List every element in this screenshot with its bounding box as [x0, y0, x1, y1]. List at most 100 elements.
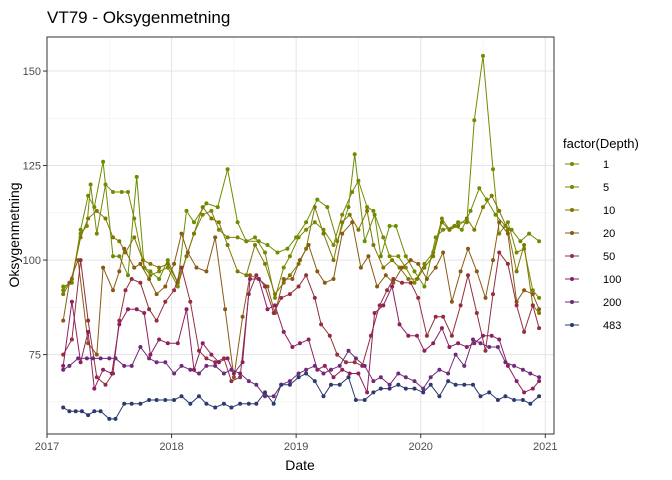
data-point: [416, 261, 421, 266]
data-point: [431, 254, 436, 259]
data-point: [331, 375, 336, 380]
data-point: [306, 243, 311, 247]
data-point: [132, 265, 137, 270]
data-point: [356, 371, 361, 376]
data-point: [179, 231, 184, 236]
data-point: [458, 269, 463, 274]
data-point: [415, 333, 419, 338]
data-point: [415, 277, 419, 281]
data-point: [304, 220, 309, 225]
data-point: [396, 254, 401, 259]
data-point: [329, 367, 333, 372]
data-point: [225, 235, 230, 240]
data-point: [505, 220, 510, 225]
data-point: [412, 269, 417, 274]
data-point: [441, 250, 446, 255]
data-point: [129, 363, 134, 368]
data-point: [424, 333, 429, 338]
data-point: [76, 356, 81, 361]
data-point: [296, 375, 301, 380]
data-point: [528, 371, 533, 376]
data-point: [530, 292, 535, 297]
data-point: [134, 307, 139, 312]
data-point: [148, 269, 153, 274]
data-point: [514, 269, 519, 274]
data-point: [530, 288, 535, 293]
data-point: [378, 386, 383, 391]
x-tick-label: 2017: [35, 441, 59, 453]
data-point: [329, 382, 333, 387]
data-point: [184, 307, 189, 312]
data-point: [246, 401, 251, 406]
data-point: [340, 220, 345, 225]
data-point: [154, 318, 159, 323]
data-point: [223, 307, 228, 312]
data-point: [129, 277, 134, 281]
data-point: [157, 269, 162, 274]
data-point: [113, 416, 118, 421]
data-point: [439, 220, 444, 225]
data-point: [86, 329, 91, 334]
legend: factor(Depth) 1 5 10 20 50 100 200 483: [563, 136, 639, 332]
data-point: [347, 371, 352, 376]
data-point: [157, 277, 162, 281]
data-point: [103, 216, 108, 221]
data-point: [449, 299, 454, 304]
data-point: [287, 273, 292, 278]
data-point: [497, 231, 502, 236]
chart-title: VT79 - Oksygenmetning: [47, 8, 230, 27]
data-point: [396, 382, 401, 387]
data-point: [412, 379, 417, 384]
data-point: [165, 261, 170, 266]
data-point: [98, 409, 103, 414]
data-point: [304, 371, 309, 376]
data-point: [61, 284, 66, 289]
axes: 2017 2018 2019 2020 2021 75 100 125 150: [23, 66, 558, 453]
legend-key-point: [570, 323, 574, 327]
data-point: [403, 265, 408, 270]
data-point: [231, 375, 236, 380]
data-point: [471, 337, 475, 342]
data-point: [321, 231, 326, 236]
data-point: [412, 386, 417, 391]
data-point: [86, 318, 91, 323]
data-point: [378, 375, 383, 380]
data-point: [505, 363, 510, 368]
data-point: [468, 208, 473, 213]
data-point: [296, 371, 301, 376]
data-point: [263, 261, 267, 266]
data-point: [225, 243, 230, 247]
data-point: [304, 227, 309, 232]
data-point: [439, 216, 444, 221]
data-point: [287, 379, 292, 384]
data-point: [362, 398, 367, 402]
data-point: [433, 314, 438, 319]
data-point: [371, 390, 376, 395]
data-point: [347, 212, 352, 217]
data-point: [408, 280, 413, 285]
data-point: [117, 269, 122, 274]
data-point: [478, 341, 483, 346]
y-tick-label: 125: [23, 161, 41, 173]
data-point: [111, 288, 115, 293]
data-point: [281, 277, 286, 281]
data-point: [197, 394, 201, 399]
data-point: [437, 367, 442, 372]
data-point: [428, 382, 433, 387]
data-point: [254, 273, 259, 278]
data-point: [304, 273, 309, 278]
data-point: [466, 246, 470, 251]
data-point: [122, 401, 127, 406]
data-point: [175, 341, 180, 346]
data-point: [497, 250, 502, 255]
data-point: [491, 258, 495, 263]
data-point: [192, 220, 196, 225]
data-point: [256, 277, 261, 281]
data-point: [447, 227, 452, 232]
data-point: [61, 367, 66, 372]
series-5: [61, 53, 542, 300]
data-point: [321, 394, 326, 399]
data-point: [213, 363, 218, 368]
series-50: [61, 250, 542, 387]
x-tick-label: 2021: [533, 441, 557, 453]
